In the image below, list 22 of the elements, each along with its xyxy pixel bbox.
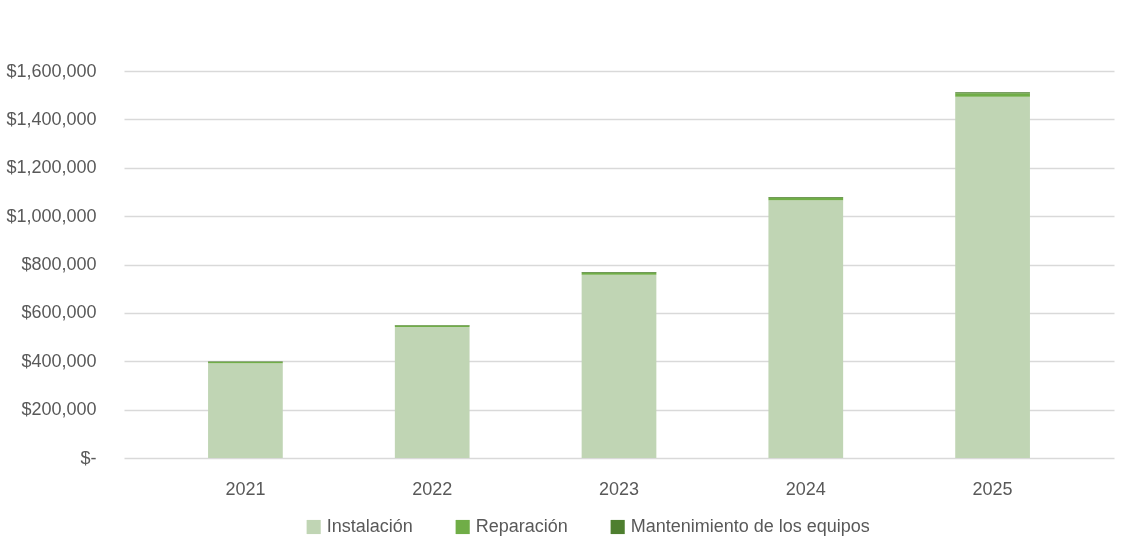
legend-label: Reparación <box>475 516 568 536</box>
y-tick-label: $800,000 <box>21 254 97 274</box>
bar <box>955 96 1030 458</box>
x-tick-label: 2024 <box>785 478 826 499</box>
y-tick-label: $- <box>80 447 97 468</box>
y-tick-label: $400,000 <box>21 350 97 371</box>
bar <box>581 274 657 458</box>
bar <box>208 363 283 458</box>
x-tick-label: 2022 <box>412 478 453 499</box>
x-tick-label: 2021 <box>225 478 266 499</box>
y-tick-label: $1,000,000 <box>6 205 97 226</box>
x-tick-label: 2025 <box>972 478 1013 499</box>
y-tick-label: $600,000 <box>21 302 97 323</box>
legend-label: Instalación <box>326 516 413 536</box>
x-tick-label: 2023 <box>598 478 640 499</box>
bar <box>768 200 844 458</box>
y-tick-label: $1,600,000 <box>6 60 97 81</box>
bar <box>394 326 470 458</box>
legend-label: Mantenimiento de los equipos <box>630 516 870 536</box>
y-tick-label: $1,400,000 <box>6 108 97 129</box>
y-tick-label: $200,000 <box>21 399 97 420</box>
y-tick-label: $1,200,000 <box>6 157 97 178</box>
